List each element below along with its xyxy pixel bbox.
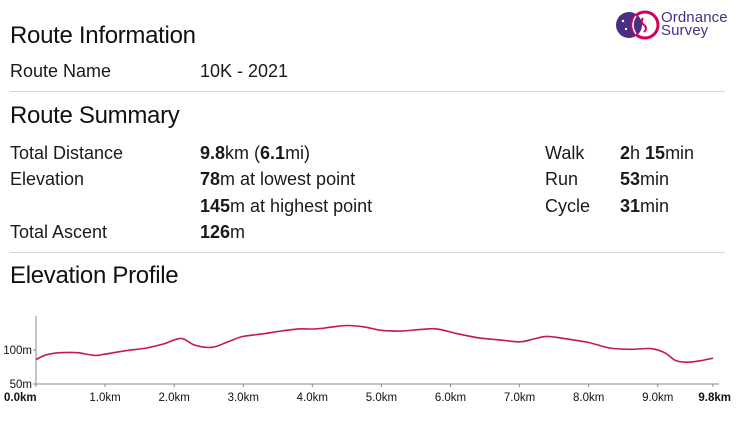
run-label: Run [545, 169, 579, 189]
y-tick-label: 50m [10, 379, 32, 391]
cycle-label: Cycle [545, 196, 591, 216]
route-summary-heading: Route Summary [10, 102, 180, 129]
ascent-unit: m [230, 222, 246, 242]
elevation-low: 78 [200, 169, 221, 189]
elevation-profile-heading: Elevation Profile [10, 262, 179, 289]
walk-hours-unit: h [630, 143, 646, 163]
walk-time-value: 2h 15min [620, 143, 694, 164]
x-tick-label: 9.0km [642, 392, 673, 404]
route-name-value: 10K - 2021 [200, 61, 289, 81]
walk-hours: 2 [620, 143, 631, 163]
walk-minutes-unit: min [665, 143, 695, 163]
section-divider [10, 91, 725, 92]
route-information-heading: Route Information [10, 22, 196, 49]
x-tick-label: 8.0km [573, 392, 604, 404]
total-ascent-value: 126m [200, 222, 245, 243]
elevation-highest-value: 145m at highest point [200, 196, 372, 217]
run-time-value: 53min [620, 169, 669, 190]
route-name-label: Route Name [10, 61, 112, 81]
total-distance-value: 9.8km (6.1mi) [200, 143, 310, 164]
elevation-high-suffix: m at highest point [230, 196, 373, 216]
ordnance-survey-logo-text: Ordnance Survey [661, 9, 728, 39]
cycle-minutes-unit: min [640, 196, 670, 216]
distance-mi: 6.1 [260, 143, 286, 163]
x-tick-label: 1.0km [89, 392, 120, 404]
ordnance-survey-logo: Ordnance Survey [614, 8, 742, 42]
walk-label: Walk [545, 143, 585, 163]
total-distance-label: Total Distance [10, 143, 124, 163]
logo-text-line1: Ordnance [661, 9, 728, 26]
distance-km: 9.8 [200, 143, 226, 163]
y-tick-label: 100m [3, 345, 32, 357]
x-tick-label: 3.0km [228, 392, 259, 404]
ordnance-survey-logo-icon [616, 10, 660, 40]
distance-mi-unit: mi) [285, 143, 311, 163]
walk-minutes: 15 [645, 143, 666, 163]
run-minutes-unit: min [640, 169, 670, 189]
x-tick-label: 7.0km [504, 392, 535, 404]
distance-km-unit: km ( [225, 143, 261, 163]
section-divider [10, 252, 725, 253]
logo-text-line2: Survey [661, 22, 709, 39]
x-tick-label: 4.0km [297, 392, 328, 404]
ascent-number: 126 [200, 222, 231, 242]
elevation-label: Elevation [10, 169, 85, 189]
x-tick-label: 9.8km [698, 392, 731, 404]
elevation-high: 145 [200, 196, 231, 216]
x-tick-label: 5.0km [366, 392, 397, 404]
run-minutes: 53 [620, 169, 641, 189]
cycle-minutes: 31 [620, 196, 641, 216]
elevation-lowest-value: 78m at lowest point [200, 169, 355, 190]
x-tick-label: 6.0km [435, 392, 466, 404]
elevation-line [35, 324, 714, 364]
x-tick-label: 2.0km [158, 392, 189, 404]
total-ascent-label: Total Ascent [10, 222, 108, 242]
x-tick-label: 0.0km [4, 392, 37, 404]
elevation-low-suffix: m at lowest point [220, 169, 356, 189]
cycle-time-value: 31min [620, 196, 669, 217]
